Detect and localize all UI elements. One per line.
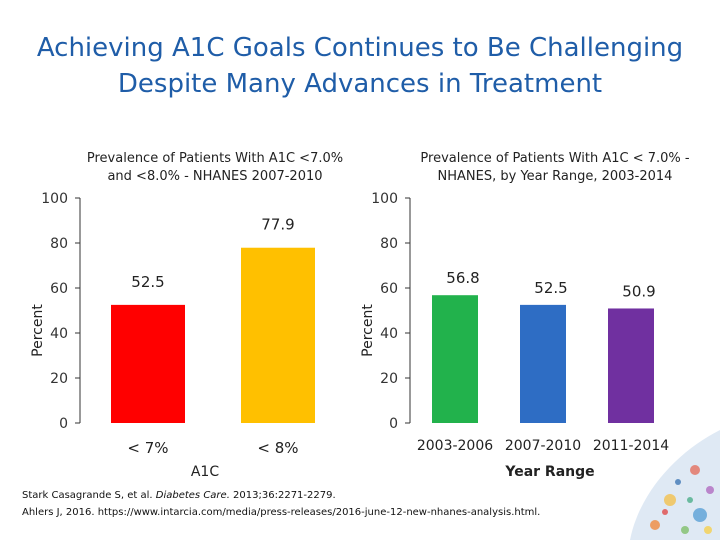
chart-1-y-tick-label: 80 <box>50 236 68 252</box>
chart-1-title: Prevalence of Patients With A1C <7.0% an… <box>60 150 370 186</box>
chart-1-data-label: 77.9 <box>261 216 294 234</box>
chart-2-y-tick-label: 80 <box>380 236 398 252</box>
citation-1-suffix: 2013;36:2271-2279. <box>229 490 336 501</box>
chart-2-y-tick-label: 20 <box>380 371 398 387</box>
chart-1-title-line-2: and <8.0% - NHANES 2007-2010 <box>107 169 323 184</box>
chart-1-y-tick-label: 40 <box>50 326 68 342</box>
chart-1-x-axis-label: A1C <box>191 464 219 480</box>
chart-2-bar <box>432 295 478 423</box>
citation-1-prefix: Stark Casagrande S, et al. <box>22 490 156 501</box>
chart-2-bar <box>520 304 566 423</box>
chart-1-y-tick-label: 60 <box>50 281 68 297</box>
chart-2-y-axis-label: Percent <box>360 304 376 357</box>
chart-2-data-label: 56.8 <box>446 269 479 287</box>
mosaic-art-icon <box>630 430 720 540</box>
chart-2-y-tick-label: 100 <box>371 191 398 207</box>
citations: Stark Casagrande S, et al. Diabetes Care… <box>22 487 540 521</box>
chart-1-category-label: < 7% <box>127 439 168 457</box>
chart-1-bar <box>241 247 315 423</box>
chart-a1c-goals: 0 20 40 60 80 100 Percent 52.5 < 7% 77.9 < 8% A1C <box>30 191 315 480</box>
chart-1-title-line-1: Prevalence of Patients With A1C <7.0% <box>86 151 344 166</box>
slide-title-line-1: Achieving A1C Goals Continues to Be Chal… <box>36 33 684 63</box>
chart-1-category-label: < 8% <box>257 439 298 457</box>
chart-2-y-tick-label: 60 <box>380 281 398 297</box>
chart-2-category-label: 2011-2014 <box>593 438 669 454</box>
chart-1-data-label: 52.5 <box>131 273 164 291</box>
chart-1-bar <box>111 304 185 423</box>
citation-2: Ahlers J, 2016. https://www.intarcia.com… <box>22 507 541 518</box>
chart-2-y-tick-label: 0 <box>389 416 398 432</box>
citation-1: Stark Casagrande S, et al. Diabetes Care… <box>22 487 540 504</box>
chart-2-category-label: 2007-2010 <box>505 438 581 454</box>
chart-2-data-label: 52.5 <box>534 279 567 297</box>
chart-2-title-line-1: Prevalence of Patients With A1C < 7.0% - <box>420 151 690 166</box>
decorative-corner-art <box>600 430 720 540</box>
chart-1-y-tick-label: 20 <box>50 371 68 387</box>
chart-2-title: Prevalence of Patients With A1C < 7.0% -… <box>395 150 715 186</box>
citation-1-journal: Diabetes Care. <box>155 490 230 501</box>
slide-title-line-2: Despite Many Advances in Treatment <box>117 69 603 99</box>
chart-2-category-label: 2003-2006 <box>417 438 493 454</box>
chart-year-range: 0 20 40 60 80 100 Percent 56.8 2003-2006 52.5 2007… <box>360 191 669 480</box>
chart-2-y-tick-label: 40 <box>380 326 398 342</box>
chart-1-y-tick-label: 0 <box>59 416 68 432</box>
chart-2-bar <box>608 308 654 423</box>
chart-2-x-axis-label: Year Range <box>504 464 594 480</box>
chart-2-title-line-2: NHANES, by Year Range, 2003-2014 <box>437 169 673 184</box>
chart-2-data-label: 50.9 <box>622 282 655 300</box>
chart-1-y-tick-label: 100 <box>41 191 68 207</box>
chart-1-y-axis-label: Percent <box>30 304 46 357</box>
slide-title: Achieving A1C Goals Continues to Be Chal… <box>0 30 720 102</box>
